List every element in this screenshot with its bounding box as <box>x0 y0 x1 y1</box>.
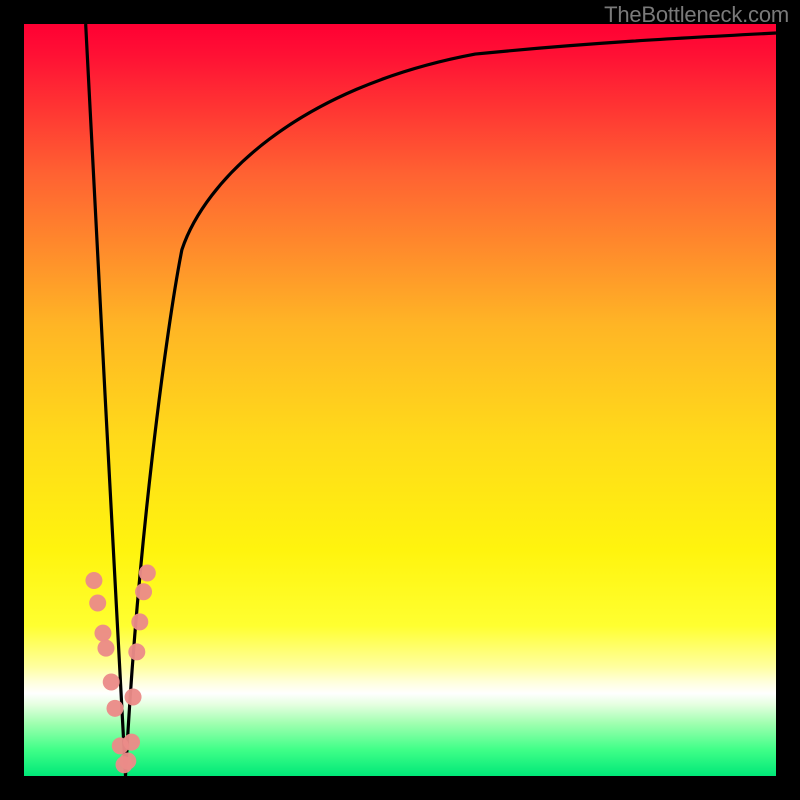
data-dot <box>97 640 114 657</box>
data-dot <box>119 752 136 769</box>
frame-right <box>776 0 800 800</box>
data-dot <box>94 625 111 642</box>
data-dot <box>89 595 106 612</box>
frame-bottom <box>0 776 800 800</box>
data-dot <box>85 572 102 589</box>
data-dot <box>139 564 156 581</box>
data-dot <box>106 700 123 717</box>
data-dot <box>128 643 145 660</box>
data-dot <box>135 583 152 600</box>
data-dot <box>123 734 140 751</box>
data-dot <box>103 674 120 691</box>
bottleneck-chart <box>0 0 800 800</box>
watermark-text: TheBottleneck.com <box>604 2 789 28</box>
frame-left <box>0 0 24 800</box>
data-dot <box>131 613 148 630</box>
gradient-background <box>24 24 776 776</box>
data-dot <box>125 689 142 706</box>
